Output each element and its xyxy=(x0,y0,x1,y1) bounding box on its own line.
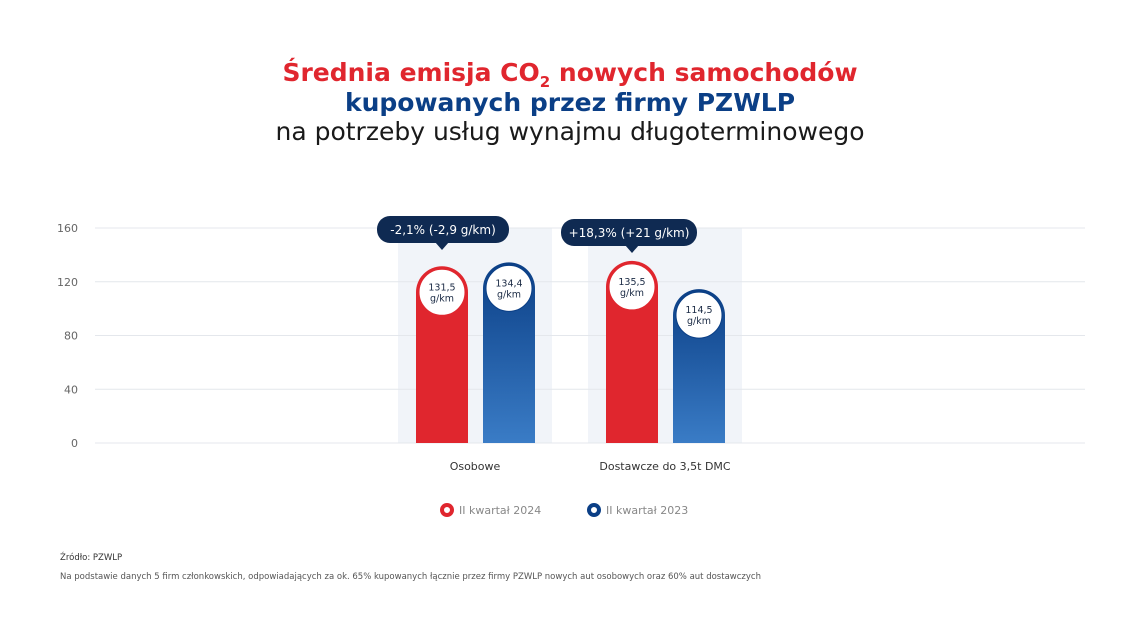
legend-marker-icon xyxy=(440,503,454,517)
data-label: 131,5 xyxy=(428,282,455,293)
legend-marker-icon xyxy=(587,503,601,517)
callout-text: +18,3% (+21 g/km) xyxy=(569,226,690,240)
title-line-1: Średnia emisja CO2 nowych samochodów xyxy=(282,58,858,91)
callout-pointer xyxy=(435,242,449,250)
change-callout xyxy=(377,216,509,243)
y-tick-label: 40 xyxy=(64,383,78,396)
change-callout xyxy=(561,219,697,246)
data-label-unit: g/km xyxy=(497,289,521,300)
data-label: 114,5 xyxy=(685,305,712,316)
data-label: 135,5 xyxy=(618,277,645,288)
source-text: Źródło: PZWLP xyxy=(60,553,123,563)
legend-label: II kwartał 2023 xyxy=(606,504,688,517)
y-tick-label: 0 xyxy=(71,437,78,450)
y-tick-label: 160 xyxy=(57,222,78,235)
data-label-unit: g/km xyxy=(687,316,711,327)
y-tick-label: 120 xyxy=(57,276,78,289)
footnote-text: Na podstawie danych 5 firm członkowskich… xyxy=(60,572,761,582)
callout-text: -2,1% (-2,9 g/km) xyxy=(390,223,496,237)
x-tick-label: Dostawcze do 3,5t DMC xyxy=(599,460,731,473)
data-label-unit: g/km xyxy=(430,293,454,304)
title-line-2: kupowanych przez firmy PZWLP xyxy=(344,88,796,117)
value-bubble xyxy=(418,268,466,316)
callout-pointer xyxy=(625,245,639,253)
data-label-unit: g/km xyxy=(620,288,644,299)
title-line-3: na potrzeby usług wynajmu długoterminowe… xyxy=(275,117,865,146)
y-tick-label: 80 xyxy=(64,330,78,343)
x-tick-label: Osobowe xyxy=(450,460,501,473)
data-label: 134,4 xyxy=(495,278,522,289)
value-bubble xyxy=(485,264,533,312)
legend-label: II kwartał 2024 xyxy=(459,504,541,517)
value-bubble xyxy=(608,263,656,311)
value-bubble xyxy=(675,291,723,339)
